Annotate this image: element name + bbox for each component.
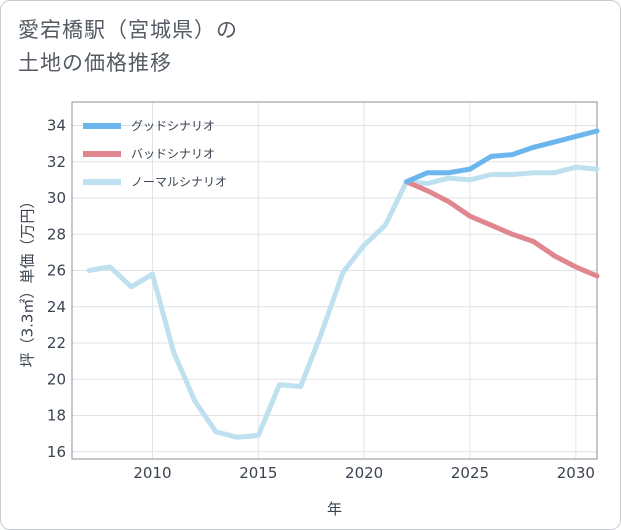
y-tick-label: 28 [47, 225, 66, 243]
axis-ticks: 2010 2015 2020 2025 2030 16 18 20 22 24 26 28 30 32 34 [47, 117, 595, 482]
x-axis-label: 年 [327, 500, 342, 518]
y-tick-label: 24 [47, 298, 66, 316]
x-tick-label: 2010 [133, 464, 171, 482]
series-line-2 [86, 164, 600, 440]
y-tick-label: 34 [47, 117, 66, 135]
x-tick-label: 2030 [557, 464, 595, 482]
chart-title: 愛宕橋駅（宮城県）の 土地の価格推移 [18, 18, 238, 75]
y-tick-label: 16 [47, 443, 66, 461]
series-line-1 [404, 179, 600, 279]
y-tick-label: 30 [47, 189, 66, 207]
x-tick-label: 2025 [451, 464, 489, 482]
legend-label: ノーマルシナリオ [131, 175, 227, 189]
y-axis-label: 坪（3.3㎡）単価（万円） [19, 194, 37, 368]
legend-label: グッドシナリオ [131, 119, 215, 133]
plot-area [71, 101, 598, 460]
series-line-0 [404, 128, 600, 185]
series-lines [86, 128, 600, 440]
x-tick-label: 2015 [239, 464, 277, 482]
y-tick-label: 26 [47, 262, 66, 280]
y-tick-label: 18 [47, 407, 66, 425]
y-tick-label: 32 [47, 153, 66, 171]
grid [72, 102, 597, 459]
x-tick-label: 2020 [345, 464, 383, 482]
y-tick-label: 20 [47, 370, 66, 388]
y-tick-label: 22 [47, 334, 66, 352]
legend-label: バッドシナリオ [131, 147, 215, 161]
